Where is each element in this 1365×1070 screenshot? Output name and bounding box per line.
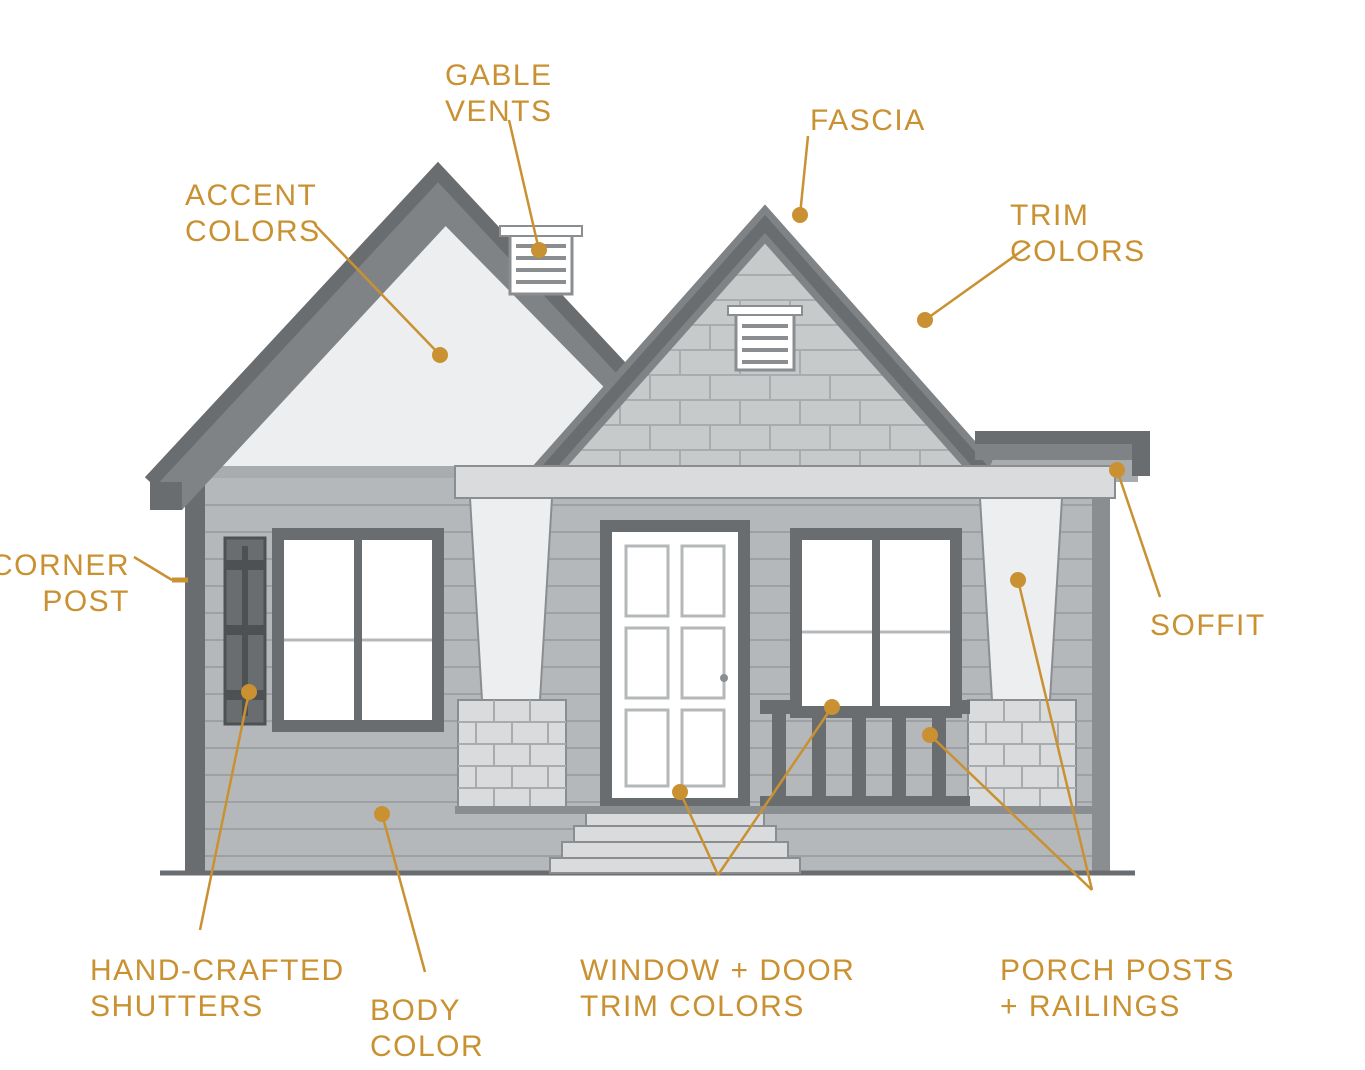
callout-corner_post: CORNERPOST (0, 549, 188, 618)
label-shutters: HAND-CRAFTEDSHUTTERS (90, 954, 345, 1023)
callout-soffit: SOFFIT (1109, 462, 1266, 642)
house-diagram: :root { --label-color: #c99131; } (0, 0, 1365, 1070)
label-body_color: BODYCOLOR (370, 994, 484, 1063)
label-trim_colors: TRIMCOLORS (1010, 199, 1146, 268)
label-soffit: SOFFIT (1150, 609, 1266, 642)
label-corner_post: CORNERPOST (0, 549, 130, 618)
label-gable_vents: GABLEVENTS (445, 59, 553, 128)
gable-vent-front (728, 306, 802, 370)
gable-vent-rear (500, 226, 582, 294)
label-porch: PORCH POSTS+ RAILINGS (1000, 954, 1235, 1023)
label-fascia: FASCIA (810, 104, 926, 137)
right-window (790, 528, 962, 718)
left-window-group (225, 528, 444, 732)
front-steps (550, 810, 800, 873)
label-accent_colors: ACCENTCOLORS (185, 179, 321, 248)
callout-trim_colors: TRIMCOLORS (917, 199, 1146, 328)
callout-fascia: FASCIA (792, 104, 926, 223)
house-illustration (150, 172, 1150, 873)
label-door_trim: WINDOW + DOORTRIM COLORS (580, 954, 855, 1023)
front-door (600, 520, 750, 810)
